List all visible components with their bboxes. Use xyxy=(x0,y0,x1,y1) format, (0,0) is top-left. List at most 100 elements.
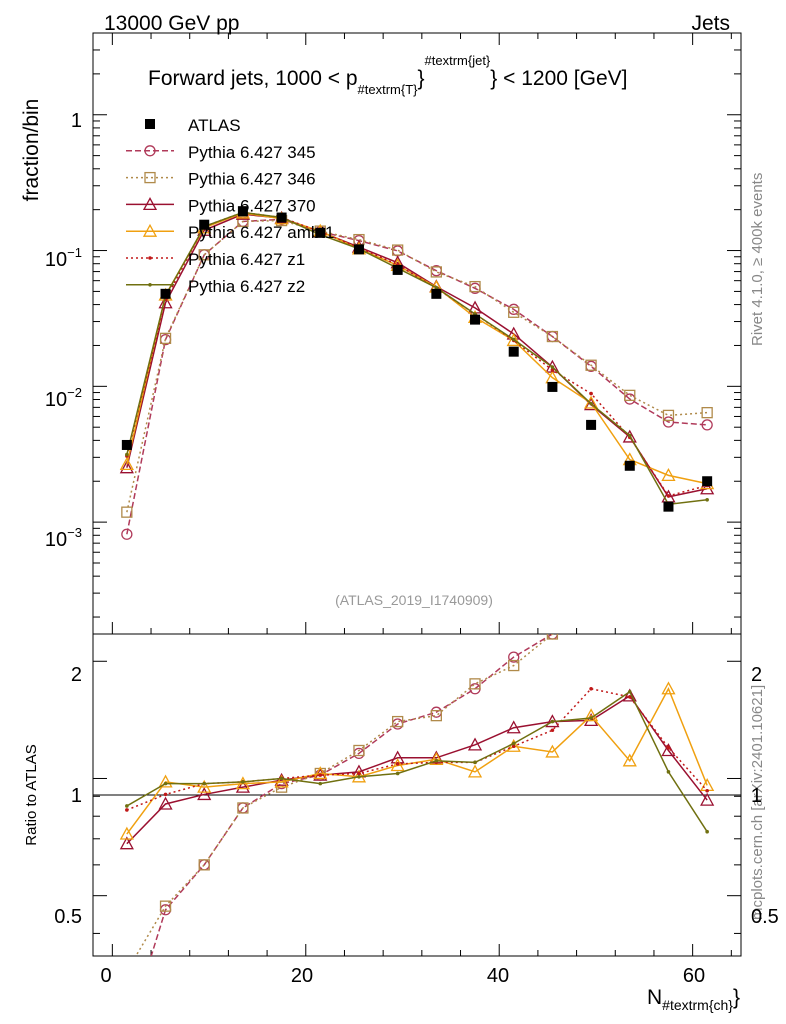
x-tick-label-60: 60 xyxy=(683,965,705,987)
series-3-point xyxy=(583,395,599,409)
atlas-data-point xyxy=(624,460,635,471)
ratio-5-point xyxy=(357,774,361,779)
legend-marker-5 xyxy=(148,256,152,260)
ratio-5-point xyxy=(705,829,709,834)
atlas-data-point xyxy=(160,288,171,299)
ratio-4-point xyxy=(627,695,632,699)
ratio-3-point xyxy=(429,751,444,765)
series-line-2 xyxy=(126,213,708,498)
ratio-5-point xyxy=(627,689,632,694)
y-axis-label: fraction/bin xyxy=(20,99,43,202)
series-1-point xyxy=(430,266,442,278)
series-5-point xyxy=(550,365,555,369)
atlas-data-point xyxy=(470,314,481,325)
ratio-tick-label-right-2: 2 xyxy=(751,664,762,686)
series-1-point xyxy=(624,389,636,402)
series-0-point xyxy=(121,528,133,540)
series-1-point xyxy=(546,330,559,343)
series-1-point xyxy=(392,244,404,256)
ratio-3-point xyxy=(313,766,328,780)
ratio-5-point xyxy=(163,781,168,786)
series-5-point xyxy=(511,337,516,342)
series-3-point xyxy=(119,456,134,470)
ratio-5-point xyxy=(434,759,439,763)
series-5-point xyxy=(705,498,709,502)
legend-label-3: Pythia 6.427 370 xyxy=(188,196,316,215)
ratio-tick-label-right-1: 1 xyxy=(751,785,762,807)
ratio-2-point xyxy=(622,688,637,702)
plot-title: Forward jets, 1000 < p#textrm{T}}#textrm… xyxy=(148,53,627,97)
x-axis-label: N#textrm{ch}} xyxy=(647,986,740,1013)
ratio-5-point xyxy=(511,741,516,746)
ratio-line-5 xyxy=(126,690,708,833)
ratio-5-point xyxy=(125,804,129,808)
ratio-4-point xyxy=(705,788,709,793)
atlas-data-point xyxy=(121,439,132,450)
atlas-data-point xyxy=(663,501,674,512)
ratio-tick-label-1: 1 xyxy=(71,785,82,807)
ratio-3-point xyxy=(119,826,134,840)
legend-marker-6 xyxy=(148,283,152,287)
series-line-1 xyxy=(126,219,708,513)
ratio-5-point xyxy=(666,770,671,774)
ratio-1-point xyxy=(353,744,365,757)
ratio-1-point xyxy=(469,678,481,690)
legend-label-2: Pythia 6.427 346 xyxy=(188,170,316,189)
ratio-5-point xyxy=(473,760,477,765)
ratio-4-point xyxy=(357,771,361,776)
series-line-5 xyxy=(126,211,708,506)
ratio-5-point xyxy=(395,771,400,776)
series-2-point xyxy=(197,222,212,236)
x-tick-label-0: 0 xyxy=(100,965,111,987)
ratio-2-point xyxy=(700,792,715,806)
legend-label-4: Pythia 6.427 ambt1 xyxy=(188,223,334,242)
ratio-line-1 xyxy=(134,634,554,956)
legend-label-1: Pythia 6.427 345 xyxy=(188,143,316,162)
series-0-point xyxy=(701,419,713,431)
ratio-2-point xyxy=(119,836,134,850)
ratio-3-point xyxy=(467,764,483,778)
ratio-tick-label-0.5: 0.5 xyxy=(54,906,82,928)
series-1-point xyxy=(662,409,675,422)
atlas-data-point xyxy=(586,419,597,430)
ratio-4-point xyxy=(163,792,168,797)
ratio-3-point xyxy=(545,744,560,758)
atlas-data-point xyxy=(392,264,403,275)
series-1-point xyxy=(159,332,172,345)
ratio-4-point xyxy=(318,773,323,777)
series-2-point xyxy=(119,460,134,474)
axis-ticks xyxy=(93,32,741,956)
series-4-point xyxy=(666,494,671,498)
ratio-5-point xyxy=(550,719,555,724)
ratio-0-point xyxy=(508,651,520,663)
series-5-point xyxy=(589,402,593,406)
atlas-data-point xyxy=(276,212,287,223)
ratio-3-point xyxy=(622,753,637,767)
ratio-tick-label-2: 2 xyxy=(71,664,82,686)
series-2-point xyxy=(622,429,637,443)
ratio-5-point xyxy=(318,781,323,786)
ratio-4-point xyxy=(666,745,671,750)
main-series-layer xyxy=(119,205,715,540)
series-0-point xyxy=(662,416,675,428)
legend-marker-1 xyxy=(144,145,156,157)
ratio-5-point xyxy=(279,776,284,781)
ratio-2-point xyxy=(158,796,173,810)
series-4-point xyxy=(550,368,555,372)
ratio-1-point xyxy=(159,900,172,912)
ratio-4-point xyxy=(125,808,129,812)
ratio-2-point xyxy=(197,787,212,801)
series-line-4 xyxy=(126,211,708,497)
ratio-line-2 xyxy=(126,694,708,845)
x-tick-label-40: 40 xyxy=(487,965,509,987)
series-4-point xyxy=(589,391,593,396)
ratio-series-layer xyxy=(119,634,715,956)
ratio-2-point xyxy=(274,772,289,786)
analysis-watermark: (ATLAS_2019_I1740909) xyxy=(335,592,493,608)
ratio-1-point xyxy=(546,634,559,640)
atlas-data-point xyxy=(547,381,558,392)
ratio-2-point xyxy=(467,737,483,751)
series-1-point xyxy=(585,359,597,371)
